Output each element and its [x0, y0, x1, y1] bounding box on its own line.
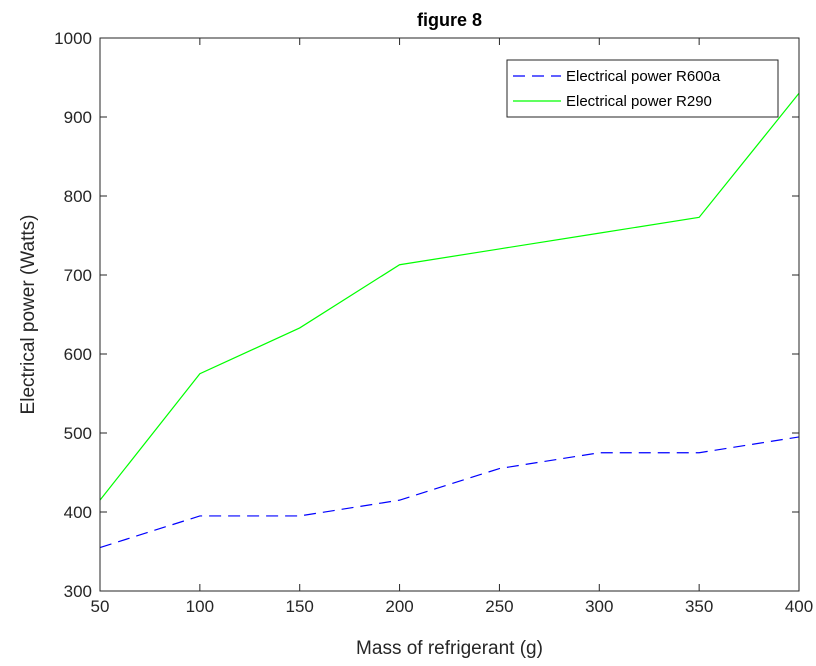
x-tick-label: 350	[685, 597, 713, 616]
x-tick-label: 50	[91, 597, 110, 616]
legend-label-r290: Electrical power R290	[566, 93, 712, 110]
y-axis-label: Electrical power (Watts)	[18, 215, 39, 415]
y-tick-label: 900	[64, 108, 92, 127]
series-layer	[99, 92, 800, 549]
legend-label-r600a: Electrical power R600a	[566, 68, 721, 85]
x-tick-label: 200	[385, 597, 413, 616]
x-tick-label: 100	[186, 597, 214, 616]
y-tick-label: 300	[64, 582, 92, 601]
y-tick-label: 600	[64, 345, 92, 364]
plot-frame	[99, 37, 800, 592]
x-axis-label: Mass of refrigerant (g)	[356, 638, 543, 659]
x-tick-label: 400	[785, 597, 813, 616]
plot-background	[100, 38, 799, 591]
y-tick-label: 1000	[54, 29, 92, 48]
legend-box	[506, 59, 779, 118]
x-tick-label: 250	[485, 597, 513, 616]
y-tick-label: 700	[64, 266, 92, 285]
x-tick-label: 300	[585, 597, 613, 616]
y-tick-label: 800	[64, 187, 92, 206]
tick-layer: 50 100 150 200 250 300 350 400 300 400 500 600 700 80…	[54, 29, 813, 616]
series-line-r600a	[99, 436, 800, 549]
legend: Electrical power R600a Electrical power …	[506, 59, 779, 118]
y-tick-label: 500	[64, 424, 92, 443]
x-tick-label: 150	[286, 597, 314, 616]
series-line-r290	[99, 92, 800, 501]
chart-title: figure 8	[417, 10, 482, 30]
y-tick-label: 400	[64, 503, 92, 522]
